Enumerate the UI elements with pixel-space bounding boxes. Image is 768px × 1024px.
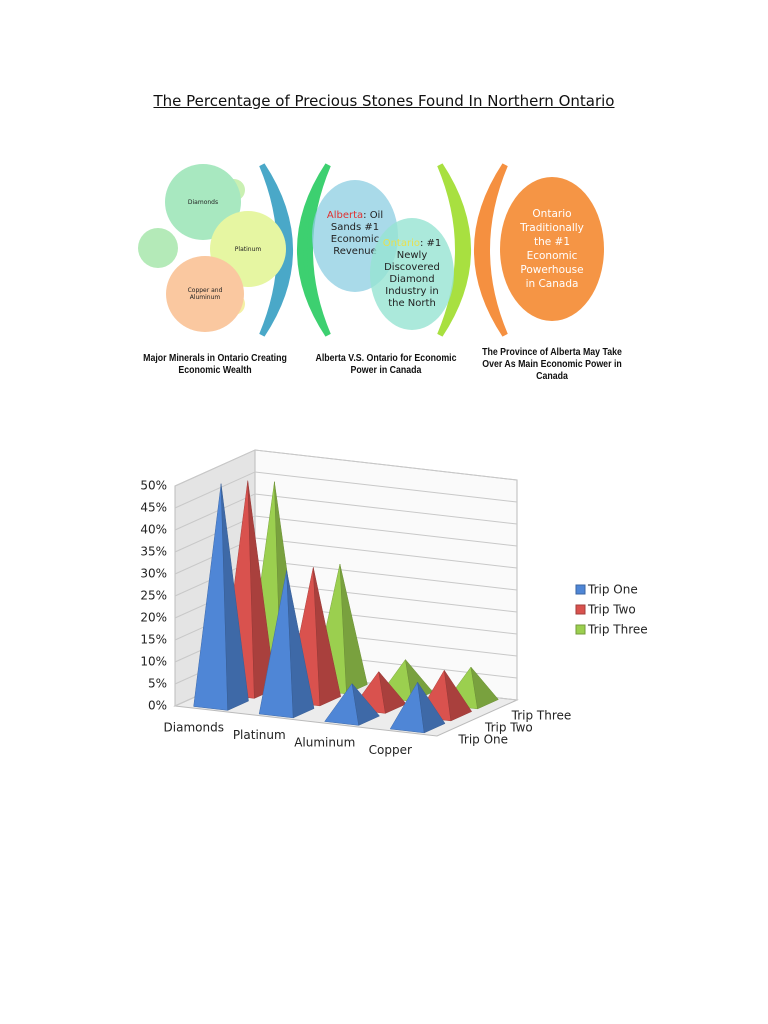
legend-swatch <box>575 624 586 635</box>
depth-tick-label: Trip Three <box>511 709 572 723</box>
y-tick-label: 15% <box>140 633 167 647</box>
legend-swatch <box>575 584 586 595</box>
bubble-label: Alberta <box>326 210 364 221</box>
pyramid-side <box>417 682 446 734</box>
pyramid <box>389 681 446 734</box>
bubble: Copper and Aluminum <box>166 256 244 332</box>
caption: The Province of Alberta May Take Over As… <box>482 347 622 382</box>
legend-label: Trip One <box>587 583 638 597</box>
pyramid-side <box>470 666 499 710</box>
legend-label: Trip Two <box>587 603 636 617</box>
bubble-label: Platinum <box>234 245 262 253</box>
pyramid-side <box>351 682 380 726</box>
caption: Alberta V.S. Ontario for Economic Power … <box>315 353 457 376</box>
pyramid <box>324 682 380 726</box>
legend-label: Trip Three <box>587 623 648 637</box>
bracket <box>474 163 508 337</box>
pyramid-side <box>378 670 407 714</box>
bubble-text: Ontario: #1 Newly Discovered Diamond Ind… <box>380 238 444 310</box>
chart: 0% 5% 10% 15% 20% 25% 30% 35% 40% 45% 50% Diamonds P… <box>140 449 648 757</box>
x-tick-label: Platinum <box>233 728 286 742</box>
page-title: The Percentage of Precious Stones Found … <box>153 92 615 110</box>
y-tick-label: 30% <box>140 567 167 581</box>
bracket <box>259 163 293 337</box>
bubble-label: Ontario Traditionally the #1 Economic Po… <box>520 208 584 290</box>
y-tick-label: 50% <box>140 479 167 493</box>
grid-line <box>174 493 518 531</box>
y-tick-label: 20% <box>140 611 167 625</box>
y-tick-label: 45% <box>140 501 167 515</box>
grid-line <box>174 515 518 553</box>
bubble-text: Alberta: Oil Sands #1 Economic Revenue <box>322 210 388 258</box>
bracket <box>437 163 471 337</box>
pyramid-side <box>313 567 341 707</box>
y-tick-label: 10% <box>140 655 167 669</box>
depth-tick-label: Trip One <box>457 733 508 747</box>
bubble: Ontario Traditionally the #1 Economic Po… <box>500 177 604 321</box>
pyramid <box>193 483 249 711</box>
bubble-label: : Oil Sands #1 Economic Revenue <box>330 210 384 257</box>
x-tick-label: Diamonds <box>164 720 224 734</box>
bubble-label: : #1 Newly Discovered Diamond Industry i… <box>384 238 442 309</box>
bubble: Ontario: #1 Newly Discovered Diamond Ind… <box>370 218 454 330</box>
y-tick-label: 40% <box>140 523 167 537</box>
y-tick-label: 0% <box>148 699 167 713</box>
pyramid-side <box>286 570 315 719</box>
bubble-label: Copper and Aluminum <box>187 287 223 301</box>
y-tick-label: 5% <box>148 677 167 691</box>
legend-swatch <box>575 604 586 615</box>
pyramid-side <box>220 483 249 711</box>
depth-tick-label: Trip Two <box>484 721 533 735</box>
x-tick-label: Copper <box>369 743 412 757</box>
grid-line <box>174 471 518 509</box>
bracket <box>297 163 331 337</box>
bubble-label: Ontario <box>382 238 420 249</box>
pyramid <box>258 570 315 719</box>
grid-line <box>174 449 518 487</box>
y-tick-label: 25% <box>140 589 167 603</box>
caption: Major Minerals in Ontario Creating Econo… <box>143 353 287 376</box>
bubble-label: Diamonds <box>187 198 219 206</box>
pyramid-side <box>444 670 473 722</box>
y-tick-label: 35% <box>140 545 167 559</box>
bubble <box>138 228 178 268</box>
x-tick-label: Aluminum <box>294 735 355 749</box>
